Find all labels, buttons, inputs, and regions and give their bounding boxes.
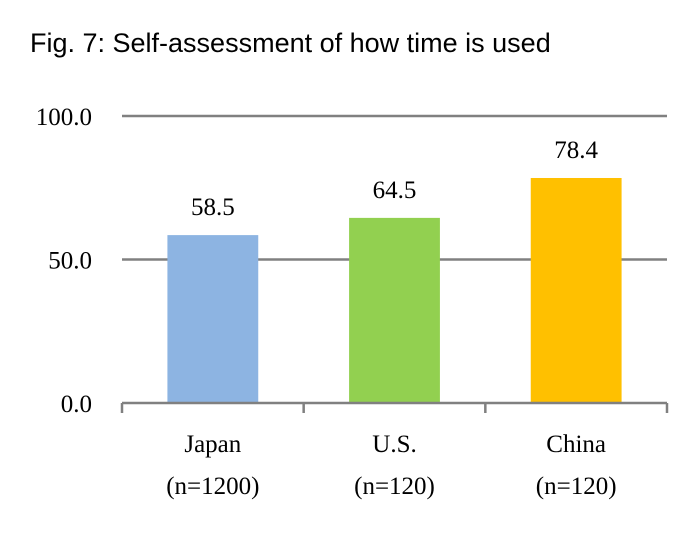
chart-title: Fig. 7: Self-assessment of how time is u…	[30, 28, 551, 58]
data-label-0: 58.5	[191, 194, 235, 221]
y-tick-label-1: 50.0	[48, 248, 92, 275]
y-tick-label-0: 0.0	[61, 391, 92, 418]
data-label-2: 78.4	[554, 137, 598, 164]
labels: 0.0 50.0 100.0 58.5 Japan (n=1200) 64.5 U.S. (n=…	[36, 104, 617, 500]
bars	[167, 177, 622, 403]
bar-japan	[167, 235, 259, 403]
x-tick-label-0: Japan	[184, 431, 241, 458]
bar-us	[349, 217, 440, 403]
x-tick-sublabel-1: (n=120)	[354, 473, 435, 500]
data-label-1: 64.5	[373, 177, 417, 204]
x-tick-sublabel-0: (n=1200)	[166, 473, 259, 500]
x-tick-sublabel-2: (n=120)	[536, 473, 617, 500]
x-axis	[120, 401, 669, 413]
x-tick-label-2: China	[546, 431, 606, 458]
x-tick-label-1: U.S.	[372, 431, 416, 458]
y-tick-label-2: 100.0	[36, 104, 92, 131]
bar-china	[530, 177, 622, 403]
